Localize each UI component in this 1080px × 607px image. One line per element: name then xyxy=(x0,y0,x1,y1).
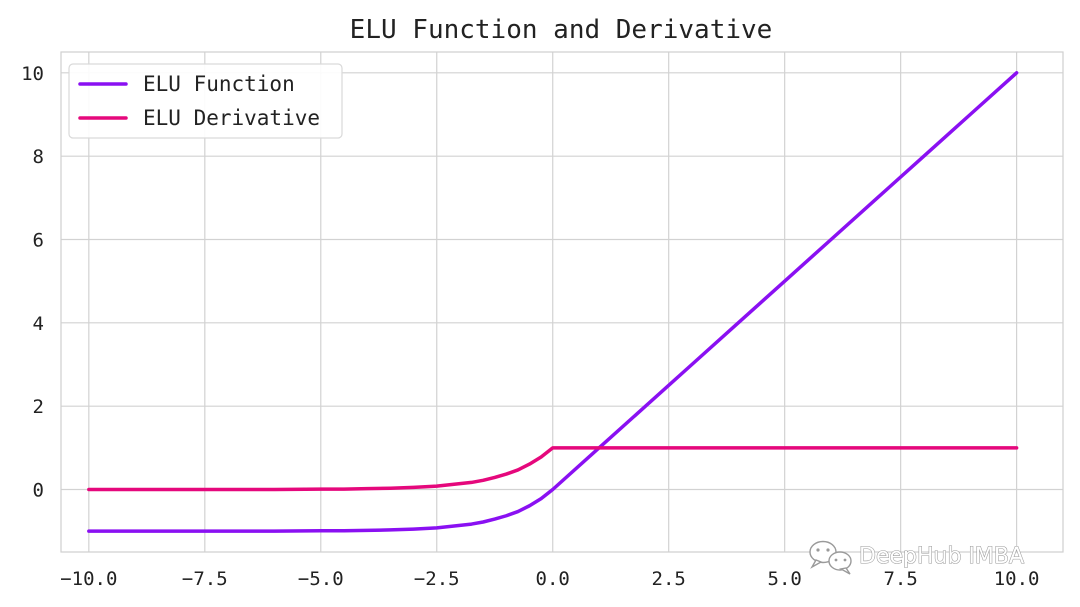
legend-label-elu-derivative: ELU Derivative xyxy=(143,106,320,130)
plot-area-frame xyxy=(60,51,1064,553)
chart-title: ELU Function and Derivative xyxy=(350,15,773,45)
wechat-icon xyxy=(809,540,852,575)
legend-box xyxy=(68,63,343,139)
watermark-text: DeepHub IMBA xyxy=(859,544,1024,569)
watermark: DeepHub IMBA xyxy=(809,540,1025,575)
legend-label-elu-function: ELU Function xyxy=(143,72,295,96)
x-tick-label: −10.0 xyxy=(60,568,117,590)
x-axis-ticks: −10.0 −7.5 −5.0 −2.5 0.0 2.5 5.0 7.5 10.0 xyxy=(60,568,1039,590)
x-tick-label: −2.5 xyxy=(414,568,460,590)
x-tick-label: 5.0 xyxy=(768,568,802,590)
y-tick-label: 6 xyxy=(33,230,44,252)
y-tick-label: 0 xyxy=(33,480,44,502)
elu-derivative-line xyxy=(87,446,1019,492)
legend: ELU Function ELU Derivative xyxy=(68,63,343,139)
x-tick-label: −5.0 xyxy=(298,568,344,590)
y-tick-label: 2 xyxy=(33,396,44,418)
elu-function-line xyxy=(87,71,1019,533)
series-layer xyxy=(87,71,1019,533)
x-tick-label: 10.0 xyxy=(994,568,1040,590)
y-tick-label: 4 xyxy=(33,313,44,335)
y-tick-label: 10 xyxy=(21,63,44,85)
y-tick-label: 8 xyxy=(33,146,44,168)
x-tick-label: 7.5 xyxy=(883,568,917,590)
x-tick-label: −7.5 xyxy=(182,568,228,590)
x-tick-label: 2.5 xyxy=(652,568,686,590)
x-tick-label: 0.0 xyxy=(536,568,570,590)
y-axis-ticks: 0 2 4 6 8 10 xyxy=(21,63,44,502)
